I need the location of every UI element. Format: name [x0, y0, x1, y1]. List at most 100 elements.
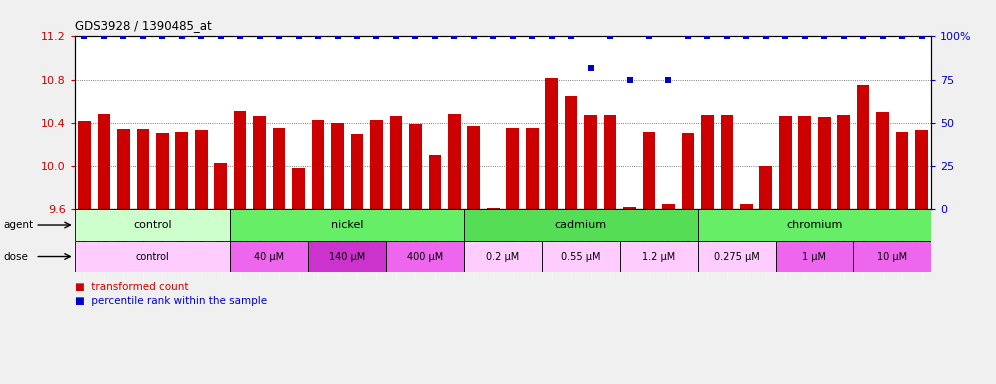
- Bar: [78, 121, 91, 209]
- Bar: [857, 85, 870, 209]
- Text: GSM782295: GSM782295: [411, 213, 420, 259]
- Text: GSM782320: GSM782320: [917, 213, 926, 259]
- Text: GSM782287: GSM782287: [859, 213, 868, 259]
- Point: [817, 33, 833, 40]
- Bar: [838, 115, 850, 209]
- Point: [349, 33, 365, 40]
- Point: [485, 33, 501, 40]
- Text: GSM782309: GSM782309: [897, 213, 906, 259]
- Point: [874, 33, 890, 40]
- Point: [134, 33, 150, 40]
- Point: [369, 33, 384, 40]
- Bar: [428, 155, 441, 209]
- Point: [563, 33, 579, 40]
- Text: dose: dose: [3, 252, 28, 262]
- Point: [407, 33, 423, 40]
- Bar: [136, 129, 149, 209]
- Point: [738, 33, 754, 40]
- Text: GSM782294: GSM782294: [333, 213, 342, 259]
- Text: GSM782300: GSM782300: [567, 213, 576, 259]
- Text: GSM782323: GSM782323: [683, 213, 692, 259]
- Bar: [292, 168, 305, 209]
- Text: GSM782296: GSM782296: [722, 213, 731, 259]
- Bar: [230, 241, 309, 272]
- Point: [330, 33, 346, 40]
- Text: control: control: [133, 220, 172, 230]
- Bar: [156, 132, 168, 209]
- Bar: [915, 131, 928, 209]
- Bar: [371, 120, 382, 209]
- Text: nickel: nickel: [331, 220, 364, 230]
- Bar: [604, 115, 617, 209]
- Bar: [351, 134, 364, 209]
- Bar: [760, 166, 772, 209]
- Text: GSM782306: GSM782306: [430, 213, 439, 259]
- Point: [602, 33, 618, 40]
- Text: 0.275 μM: 0.275 μM: [714, 252, 760, 262]
- Text: GSM782321: GSM782321: [528, 213, 537, 259]
- Bar: [506, 128, 519, 209]
- Text: ■  transformed count: ■ transformed count: [75, 282, 188, 292]
- Bar: [585, 115, 597, 209]
- Bar: [876, 112, 888, 209]
- Bar: [895, 131, 908, 209]
- Text: GSM782314: GSM782314: [216, 213, 225, 259]
- Text: GSM782291: GSM782291: [119, 213, 127, 259]
- Text: 1 μM: 1 μM: [803, 252, 827, 262]
- Text: 400 μM: 400 μM: [407, 252, 443, 262]
- Bar: [312, 120, 325, 209]
- Bar: [799, 116, 811, 209]
- Point: [699, 33, 715, 40]
- Text: GSM782298: GSM782298: [878, 213, 887, 259]
- Point: [77, 33, 93, 40]
- Point: [758, 33, 774, 40]
- Point: [96, 33, 112, 40]
- Bar: [487, 208, 500, 209]
- Point: [116, 33, 131, 40]
- Text: GSM782311: GSM782311: [586, 213, 595, 259]
- Point: [466, 33, 482, 40]
- Text: GSM782322: GSM782322: [606, 213, 615, 259]
- Text: GSM782293: GSM782293: [255, 213, 264, 259]
- Text: GSM782318: GSM782318: [761, 213, 770, 259]
- Bar: [386, 241, 464, 272]
- Bar: [740, 204, 753, 209]
- Bar: [818, 118, 831, 209]
- Bar: [854, 241, 931, 272]
- Point: [836, 33, 852, 40]
- Text: 40 μM: 40 μM: [254, 252, 285, 262]
- Bar: [467, 126, 480, 209]
- Point: [583, 65, 599, 71]
- Bar: [389, 116, 402, 209]
- Bar: [175, 131, 188, 209]
- Text: GSM782280: GSM782280: [80, 213, 89, 259]
- Bar: [118, 129, 129, 209]
- Text: GSM782292: GSM782292: [138, 213, 147, 259]
- Point: [524, 33, 540, 40]
- Text: GSM782290: GSM782290: [625, 213, 634, 259]
- Text: GSM782286: GSM782286: [781, 213, 790, 259]
- Text: GSM782282: GSM782282: [236, 213, 245, 259]
- Bar: [214, 163, 227, 209]
- Text: GSM782297: GSM782297: [800, 213, 809, 259]
- Bar: [230, 209, 464, 241]
- Point: [427, 33, 443, 40]
- Text: GDS3928 / 1390485_at: GDS3928 / 1390485_at: [75, 19, 211, 32]
- Bar: [464, 241, 542, 272]
- Bar: [642, 131, 655, 209]
- Text: GSM782288: GSM782288: [469, 213, 478, 259]
- Point: [154, 33, 170, 40]
- Text: GSM782285: GSM782285: [703, 213, 712, 259]
- Bar: [697, 209, 931, 241]
- Point: [544, 33, 560, 40]
- Point: [660, 77, 676, 83]
- Point: [193, 33, 209, 40]
- Text: GSM782289: GSM782289: [547, 213, 556, 259]
- Bar: [779, 116, 792, 209]
- Bar: [409, 124, 421, 209]
- Point: [913, 33, 929, 40]
- Bar: [546, 78, 558, 209]
- Text: control: control: [135, 252, 169, 262]
- Text: 140 μM: 140 μM: [329, 252, 366, 262]
- Bar: [448, 114, 460, 209]
